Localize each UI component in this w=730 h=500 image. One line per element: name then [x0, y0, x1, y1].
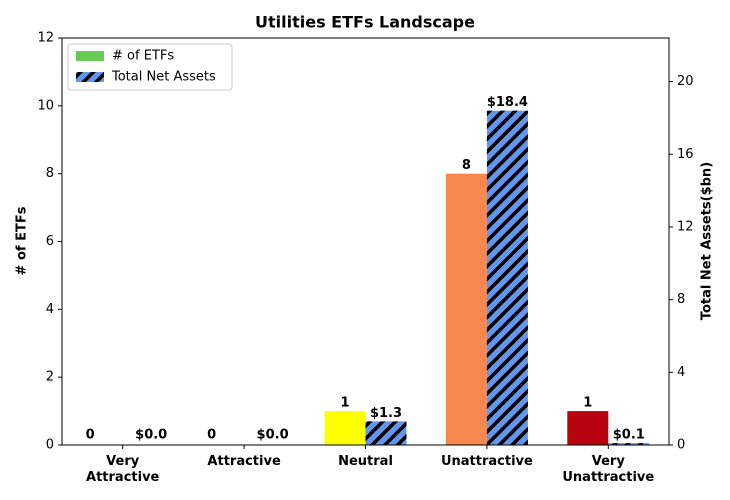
data-label: 0: [86, 428, 95, 443]
x-tick-label: Attractive: [207, 454, 281, 469]
x-tick-label: Very Attractive: [86, 454, 160, 485]
bar-hatch: [365, 421, 407, 445]
y2-tick-label: 12: [677, 219, 694, 234]
y-tick-label: 0: [46, 438, 54, 453]
y2-tick-label: 20: [677, 74, 694, 89]
plot-frame: [61, 37, 670, 446]
legend: # of ETFs Total Net Assets: [67, 43, 233, 91]
x-tick-label: Unattractive: [440, 454, 533, 469]
y2-tick-label: 0: [677, 438, 685, 453]
bar: [567, 411, 609, 445]
data-label: $0.0: [257, 428, 289, 443]
data-label: $18.4: [487, 95, 528, 110]
data-label: $0.1: [613, 428, 645, 443]
data-label: 1: [583, 396, 592, 411]
legend-swatch-hatch: [76, 72, 104, 82]
data-label: 8: [462, 158, 471, 173]
y-tick-label: 12: [37, 31, 54, 46]
y-tick-label: 10: [37, 98, 54, 113]
legend-swatch: [76, 51, 104, 61]
bar: [445, 173, 487, 445]
x-tick-label: Very Unattractive: [562, 454, 655, 485]
y-tick-label: 6: [46, 234, 54, 249]
y2-tick-label: 8: [677, 292, 685, 307]
bar-hatch: [486, 110, 528, 445]
legend-label: Total Net Assets: [111, 70, 216, 85]
bar: [324, 411, 366, 445]
y-axis-label: # of ETFs: [15, 206, 30, 275]
y2-axis-label: Total Net Assets($bn): [700, 162, 715, 320]
data-label: $1.3: [370, 406, 402, 421]
chart-title: Utilities ETFs Landscape: [255, 13, 475, 32]
y-tick-label: 8: [46, 166, 54, 181]
bar-hatch: [608, 443, 650, 445]
y2-tick-label: 4: [677, 365, 685, 380]
data-label: 0: [207, 428, 216, 443]
data-label: 1: [340, 396, 349, 411]
legend-frame: [67, 43, 233, 91]
y2-tick-label: 16: [677, 147, 694, 162]
data-label: $0.0: [135, 428, 167, 443]
x-tick-label: Neutral: [338, 454, 393, 469]
y-tick-label: 2: [46, 370, 54, 385]
y-tick-label: 4: [46, 302, 54, 317]
legend-label: # of ETFs: [112, 49, 174, 64]
